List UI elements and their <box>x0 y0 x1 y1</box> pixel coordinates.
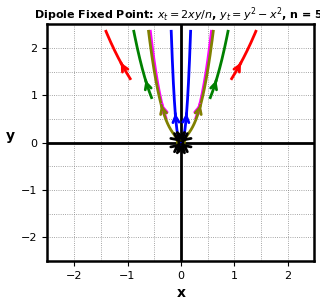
Y-axis label: y: y <box>5 129 14 143</box>
Title: Dipole Fixed Point: $x_t = 2xy/n$, $y_t = y^2 - x^2$, n = 5.: Dipole Fixed Point: $x_t = 2xy/n$, $y_t … <box>34 6 320 24</box>
X-axis label: x: x <box>176 286 185 300</box>
